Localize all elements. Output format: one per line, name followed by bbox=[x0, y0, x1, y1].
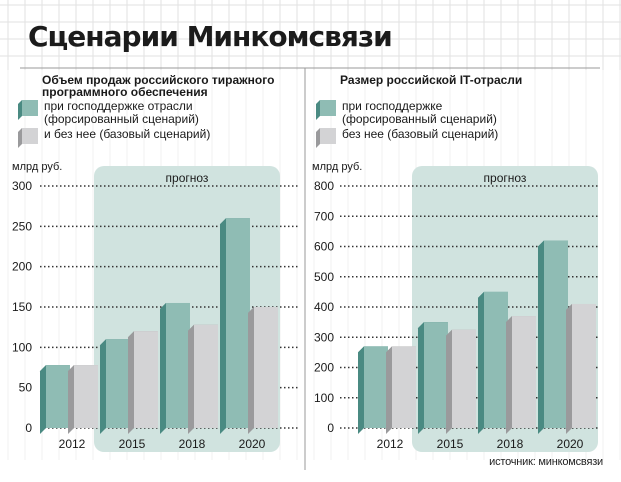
bar-side bbox=[386, 346, 392, 434]
bar-side bbox=[446, 329, 452, 434]
bar bbox=[194, 324, 218, 428]
y-tick-label: 100 bbox=[314, 391, 334, 405]
y-unit-label: млрд руб. bbox=[12, 161, 62, 173]
bar bbox=[544, 240, 568, 428]
legend-label-line: при господдержке bbox=[342, 99, 443, 113]
bar-side bbox=[40, 365, 46, 434]
y-tick-label: 0 bbox=[25, 421, 32, 435]
bar bbox=[46, 365, 70, 428]
y-unit-label: млрд руб. bbox=[312, 161, 362, 173]
x-tick-label: 2012 bbox=[59, 437, 86, 451]
x-tick-label: 2015 bbox=[119, 437, 146, 451]
y-tick-label: 50 bbox=[19, 381, 33, 395]
bar-side bbox=[128, 331, 134, 434]
y-tick-label: 150 bbox=[12, 300, 32, 314]
bar-side bbox=[478, 291, 484, 434]
y-tick-label: 500 bbox=[314, 270, 334, 284]
y-tick-label: 400 bbox=[314, 300, 334, 314]
y-tick-label: 0 bbox=[327, 421, 334, 435]
bar bbox=[452, 329, 476, 428]
chart-title-line: программного обеспечения bbox=[42, 85, 208, 99]
legend-label: при господдержке отрасли (форсированный с… bbox=[44, 99, 199, 126]
source-note: источник: минкомсвязи bbox=[489, 456, 603, 468]
bar bbox=[254, 307, 278, 428]
x-tick-label: 2012 bbox=[377, 437, 404, 451]
bar-side bbox=[248, 307, 254, 434]
y-tick-label: 800 bbox=[314, 179, 334, 193]
legend-label-line: при господдержке отрасли bbox=[44, 99, 193, 113]
legend-swatch-side bbox=[18, 100, 22, 120]
legend-label: и без нее (базовый сценарий) bbox=[44, 127, 210, 141]
legend-label: без нее (базовый сценарий) bbox=[342, 127, 498, 141]
bar-side bbox=[68, 365, 74, 434]
bar-side bbox=[220, 218, 226, 434]
chart-title-line: Объем продаж российского тиражного bbox=[42, 73, 274, 87]
bar bbox=[364, 346, 388, 428]
y-tick-label: 250 bbox=[12, 219, 32, 233]
bar bbox=[226, 218, 250, 428]
bar bbox=[166, 302, 190, 428]
y-tick-label: 300 bbox=[12, 179, 32, 193]
y-tick-label: 300 bbox=[314, 330, 334, 344]
legend-label-line: (форсированный сценарий) bbox=[342, 112, 497, 126]
y-tick-label: 100 bbox=[12, 340, 32, 354]
bar-side bbox=[188, 324, 194, 434]
legend-swatch-side bbox=[316, 128, 320, 148]
legend-swatch bbox=[22, 100, 38, 116]
x-tick-label: 2015 bbox=[437, 437, 464, 451]
forecast-label: прогноз bbox=[484, 171, 527, 185]
x-tick-label: 2018 bbox=[179, 437, 206, 451]
bar bbox=[134, 331, 158, 428]
y-tick-label: 600 bbox=[314, 240, 334, 254]
bar bbox=[74, 365, 98, 428]
bar-side bbox=[358, 346, 364, 434]
legend-swatch bbox=[320, 100, 336, 116]
bar bbox=[484, 291, 508, 428]
bar-side bbox=[418, 322, 424, 434]
y-tick-label: 200 bbox=[314, 361, 334, 375]
bar bbox=[512, 316, 536, 428]
bar-side bbox=[160, 302, 166, 434]
chart-title: Объем продаж российского тиражного програ… bbox=[42, 73, 274, 99]
bar bbox=[572, 303, 596, 428]
forecast-label: прогноз bbox=[166, 171, 209, 185]
y-tick-label: 200 bbox=[12, 260, 32, 274]
bar-side bbox=[538, 240, 544, 434]
legend-label: при господдержке (форсированный сценарий) bbox=[342, 99, 497, 126]
bar-side bbox=[100, 339, 106, 434]
legend-label-line: (форсированный сценарий) bbox=[44, 112, 199, 126]
legend-swatch bbox=[22, 128, 38, 144]
y-tick-label: 700 bbox=[314, 209, 334, 223]
legend-swatch-side bbox=[316, 100, 320, 120]
bar-side bbox=[506, 316, 512, 434]
legend-swatch bbox=[320, 128, 336, 144]
bar bbox=[392, 346, 416, 428]
x-tick-label: 2020 bbox=[239, 437, 266, 451]
x-tick-label: 2018 bbox=[497, 437, 524, 451]
x-tick-label: 2020 bbox=[557, 437, 584, 451]
bar-side bbox=[566, 303, 572, 434]
bar bbox=[424, 322, 448, 428]
legend-swatch-side bbox=[18, 128, 22, 148]
bar bbox=[106, 339, 130, 428]
page-title: Сценарии Минкомсвязи bbox=[28, 20, 393, 53]
chart-title: Размер российской IT-отрасли bbox=[340, 73, 522, 87]
